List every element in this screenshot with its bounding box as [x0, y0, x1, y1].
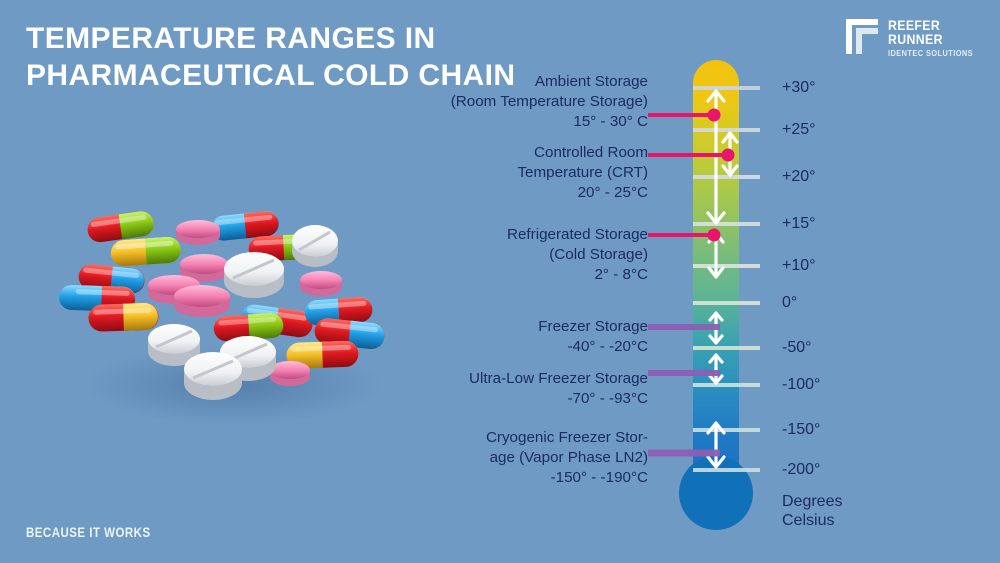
brand-logo: REEFER RUNNER IDENTEC SOLUTIONS: [844, 16, 982, 60]
callout-subtitle: (Room Temperature Storage): [450, 92, 648, 110]
callout-value: 20° - 25°C: [577, 183, 648, 201]
callout-subtitle: (Cold Storage): [549, 245, 648, 263]
logo-line-1: REEFER: [887, 17, 940, 33]
scale-label-plus20: +20°: [782, 168, 816, 185]
thermometer-graphic: [648, 60, 760, 530]
page-title: Temperature Ranges in Pharmaceutical Col…: [26, 22, 516, 93]
scale-label-plus10: +10°: [782, 257, 816, 274]
callout-title: Refrigerated Storage: [507, 226, 648, 243]
callout-value: 15° - 30° C: [573, 112, 648, 130]
footer-tagline: BECAUSE IT WORKS: [26, 524, 151, 540]
callout-title: Controlled Room: [534, 144, 648, 161]
callout-value: 2° - 8°C: [594, 265, 648, 283]
scale-label-zero: 0°: [782, 294, 798, 311]
callout-freezer-storage: Freezer Storage -40° - -20°C: [538, 317, 648, 357]
callout-value: -40° - -20°C: [567, 337, 648, 355]
callout-refrigerated-storage: Refrigerated Storage (Cold Storage) 2° - 8…: [507, 225, 648, 285]
scale-label-minus200: -200°: [782, 461, 821, 478]
scale-label-minus100: -100°: [782, 376, 821, 393]
callout-ambient-storage: Ambient Storage (Room Temperature Storage…: [451, 72, 648, 132]
callout-title: Freezer Storage: [538, 318, 648, 335]
scale-axis-title: Degrees Celsius: [782, 493, 843, 530]
scale-label-plus15: +15°: [782, 215, 816, 232]
callout-cryogenic-freezer-storage: Cryogenic Freezer Stor-age (Vapor Phase …: [486, 428, 648, 488]
callout-title: Ultra-Low Freezer Storage: [469, 370, 648, 387]
scale-label-minus150: -150°: [782, 421, 821, 438]
scale-label-plus30: +30°: [782, 79, 816, 96]
scale-tick-marks: [693, 86, 760, 472]
logo-wordmark: REEFER RUNNER IDENTEC SOLUTIONS: [888, 16, 982, 60]
callout-subtitle: age (Vapor Phase LN2): [489, 448, 648, 466]
callout-controlled-room-temperature: Controlled Room Temperature (CRT) 20° - 25…: [517, 143, 648, 203]
pills-illustration: [59, 211, 385, 425]
callout-ultra-low-freezer-storage: Ultra-Low Freezer Storage -70° - -93°C: [469, 369, 648, 409]
callout-connectors: [648, 108, 735, 457]
callout-title: Cryogenic Freezer Stor-: [485, 429, 648, 446]
scale-label-minus50: -50°: [782, 339, 812, 356]
reefer-runner-bracket-icon: [845, 19, 878, 54]
scale-label-plus25: +25°: [782, 121, 816, 138]
logo-subtitle: IDENTEC SOLUTIONS: [887, 48, 973, 58]
callout-subtitle: Temperature (CRT): [517, 163, 648, 181]
callout-value: -150° - -190°C: [550, 468, 648, 486]
callout-value: -70° - -93°C: [567, 389, 648, 407]
callout-title: Ambient Storage: [534, 73, 648, 90]
logo-line-2: RUNNER: [887, 31, 943, 48]
